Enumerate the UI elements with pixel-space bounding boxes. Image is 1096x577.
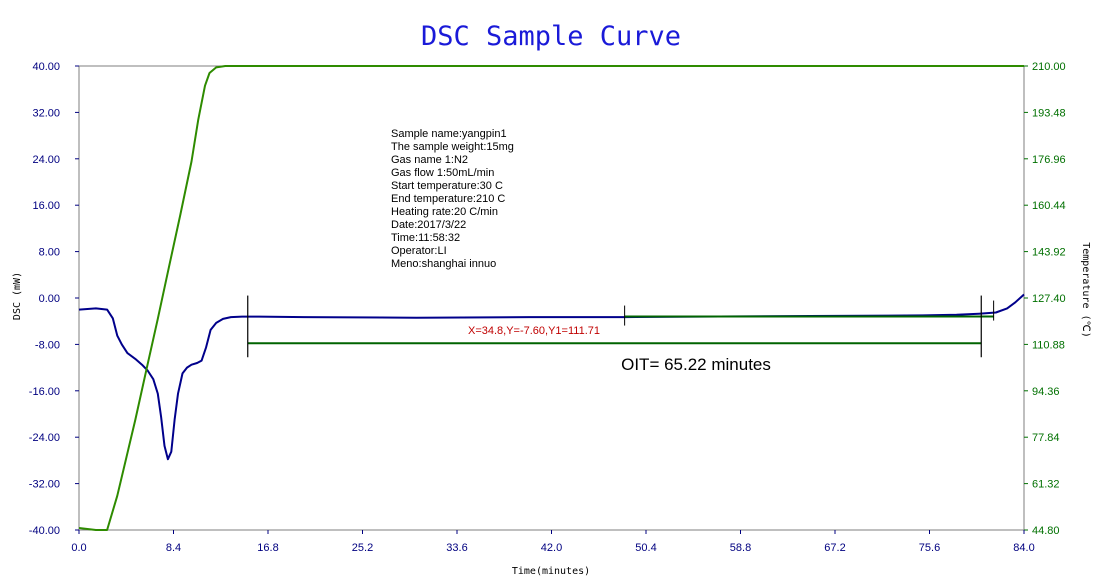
left-tick-label: 24.00 [32, 154, 60, 166]
x-tick-label: 67.2 [824, 542, 845, 554]
right-axis-ticks: 210.00 193.48 176.96 160.44 143.92 127.40 110.… [1024, 61, 1066, 537]
plot-frame [78, 65, 1025, 531]
right-tick-label: 61.32 [1032, 479, 1060, 491]
annotation-layer [247, 295, 995, 358]
sample-info-line: Operator:LI [391, 245, 447, 257]
right-tick-label: 94.36 [1032, 386, 1060, 398]
left-tick-label: -16.00 [29, 386, 60, 398]
sample-info-line: Meno:shanghai innuo [391, 258, 496, 270]
x-tick-label: 42.0 [541, 542, 562, 554]
x-tick-label: 58.8 [730, 542, 751, 554]
dsc-series-line [78, 293, 1025, 461]
right-tick-label: 210.00 [1032, 61, 1066, 73]
left-tick-label: -8.00 [35, 339, 60, 351]
sample-info-line: The sample weight:15mg [391, 141, 514, 153]
right-tick-label: 143.92 [1032, 247, 1066, 259]
left-axis-ticks: 40.00 32.00 24.00 16.00 8.00 0.00 -8.00 -16.00 -… [29, 61, 79, 537]
sample-info-line: Sample name:yangpin1 [391, 128, 507, 140]
sample-info-line: Date:2017/3/22 [391, 219, 466, 231]
x-tick-label: 84.0 [1013, 542, 1034, 554]
right-tick-label: 110.88 [1032, 339, 1065, 351]
x-tick-label: 50.4 [635, 542, 656, 554]
x-tick-label: 8.4 [166, 542, 181, 554]
sample-info-line: End temperature:210 C [391, 193, 505, 205]
cursor-readout: X=34.8,Y=-7.60,Y1=111.71 [468, 325, 600, 337]
sample-info-line: Start temperature:30 C [391, 180, 503, 192]
x-axis-ticks: 0.0 8.4 16.8 25.2 33.6 42.0 50.4 58.8 67.2 75.6 84… [71, 530, 1035, 554]
y-axis-label-left: DSC (mW) [12, 272, 23, 320]
right-tick-label: 44.80 [1032, 525, 1060, 537]
x-tick-label: 0.0 [71, 542, 86, 554]
right-tick-label: 176.96 [1032, 154, 1066, 166]
x-axis-label: Time(minutes) [512, 566, 590, 577]
x-tick-label: 16.8 [257, 542, 278, 554]
chart-title: DSC Sample Curve [421, 21, 681, 52]
sample-info-line: Heating rate:20 C/min [391, 206, 498, 218]
sample-info-line: Time:11:58:32 [391, 232, 460, 244]
y-axis-label-right: Temperature (℃) [1080, 242, 1091, 338]
x-tick-label: 33.6 [446, 542, 467, 554]
right-tick-label: 160.44 [1032, 200, 1066, 212]
series-layer [78, 65, 1025, 531]
right-tick-label: 127.40 [1032, 293, 1066, 305]
left-tick-label: 16.00 [32, 200, 60, 212]
right-tick-label: 193.48 [1032, 107, 1066, 119]
left-tick-label: 40.00 [32, 61, 60, 73]
x-tick-label: 25.2 [352, 542, 373, 554]
left-tick-label: 0.00 [39, 293, 60, 305]
sample-info-line: Gas flow 1:50mL/min [391, 167, 494, 179]
left-tick-label: 8.00 [39, 247, 60, 259]
sample-info-line: Gas name 1:N2 [391, 154, 468, 166]
left-tick-label: -32.00 [29, 479, 60, 491]
left-tick-label: -24.00 [29, 432, 60, 444]
right-tick-label: 77.84 [1032, 432, 1060, 444]
temperature-series-line [78, 65, 1024, 531]
oit-label: OIT= 65.22 minutes [621, 355, 771, 374]
left-tick-label: -40.00 [29, 525, 60, 537]
left-tick-label: 32.00 [32, 107, 60, 119]
x-tick-label: 75.6 [919, 542, 940, 554]
